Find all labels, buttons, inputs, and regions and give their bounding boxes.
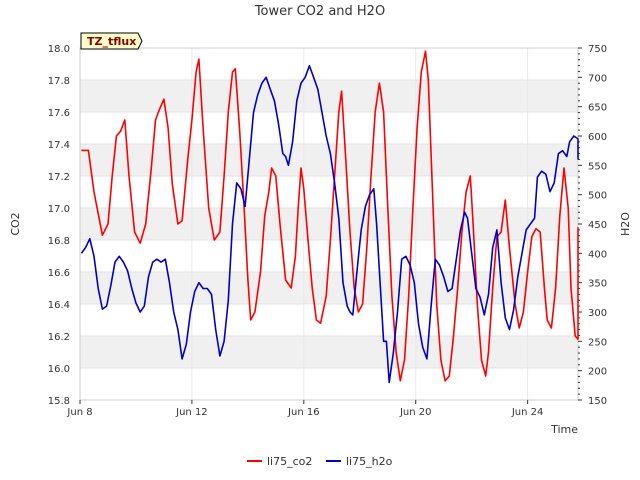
y-right-tick-label: 450 (588, 220, 607, 231)
y-left-tick-label: 16.0 (48, 364, 70, 375)
site-tag: TZ_tflux (80, 32, 143, 50)
y-left-tick-label: 17.4 (48, 140, 70, 151)
y-left-tick-label: 16.4 (48, 300, 70, 311)
site-tag-label: TZ_tflux (87, 35, 136, 48)
y-left-tick-label: 15.8 (48, 396, 70, 407)
y-right-tick-label: 350 (588, 279, 607, 290)
y-right-tick-label: 400 (588, 249, 607, 260)
y-right-tick-label: 600 (588, 132, 607, 143)
y-axis-right-title: H2O (619, 212, 632, 236)
x-axis-title: Time (550, 423, 578, 436)
y-right-tick-label: 150 (588, 396, 607, 407)
y-axis-right-ticks: 150 200 250 300 350 400 450 500 550 600 650 700 750 (578, 44, 607, 407)
y-right-tick-label: 200 (588, 367, 607, 378)
y-left-tick-label: 17.0 (48, 204, 70, 215)
y-right-tick-label: 550 (588, 161, 607, 172)
series-lines (80, 50, 579, 384)
y-left-tick-label: 16.8 (48, 236, 70, 247)
x-tick-label: Jun 24 (511, 407, 544, 418)
background-band (80, 80, 578, 112)
x-tick-label: Jun 20 (399, 407, 432, 418)
site-tag-box (80, 32, 143, 50)
x-tick-label: Jun 16 (287, 407, 320, 418)
legend-label-h2o: li75_h2o (346, 455, 393, 468)
y-right-tick-label: 700 (588, 73, 607, 84)
x-tick-label: Jun 12 (175, 407, 208, 418)
x-axis-ticks: Jun 8 Jun 12 Jun 16 Jun 20 Jun 24 (66, 400, 543, 418)
chart-title: Tower CO2 and H2O (254, 4, 385, 19)
y-right-tick-label: 750 (588, 44, 607, 55)
x-tick-label: Jun 8 (66, 407, 92, 418)
y-right-tick-label: 650 (588, 103, 607, 114)
legend-label-co2: li75_co2 (267, 455, 312, 468)
y-axis-left-title: CO2 (9, 212, 22, 235)
y-left-tick-label: 16.2 (48, 332, 70, 343)
y-right-tick-label: 250 (588, 337, 607, 348)
y-left-tick-label: 18.0 (48, 44, 70, 55)
y-left-tick-label: 16.6 (48, 268, 70, 279)
background-band (80, 272, 578, 304)
y-left-tick-label: 17.8 (48, 76, 70, 87)
y-left-tick-label: 17.2 (48, 172, 70, 183)
legend: li75_co2 li75_h2o (247, 455, 393, 468)
background-band (80, 336, 578, 368)
y-right-tick-label: 500 (588, 191, 607, 202)
series-line-li75_co2 (81, 50, 579, 382)
y-axis-left-ticks: 15.8 16.0 16.2 16.4 16.6 16.8 17.0 17.2 17.4 17.6… (48, 44, 70, 407)
y-right-tick-label: 300 (588, 308, 607, 319)
series-line-li75_h2o (80, 64, 579, 384)
y-left-tick-label: 17.6 (48, 108, 70, 119)
